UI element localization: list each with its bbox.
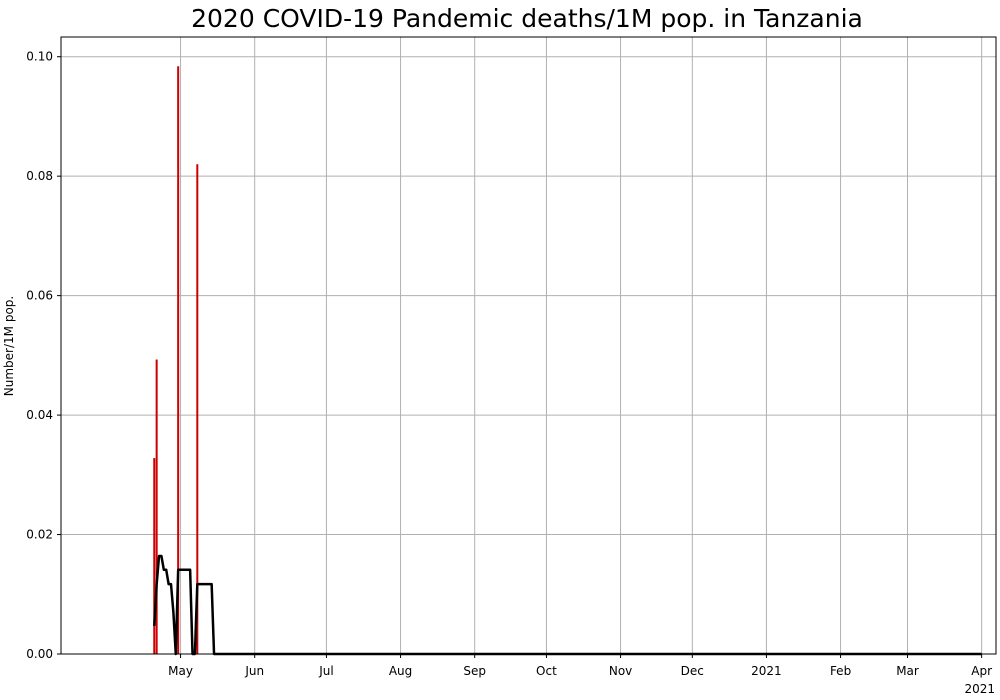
x-axis-offset-label: 2021 — [964, 682, 995, 696]
line-series — [153, 554, 982, 656]
y-tick-label: 0.06 — [26, 289, 53, 303]
x-tick-label: Mar — [896, 664, 919, 678]
x-tick-label: May — [168, 664, 193, 678]
grid — [61, 37, 996, 655]
bar — [196, 164, 199, 654]
x-tick-label: Oct — [536, 664, 557, 678]
x-tick-label: 2021 — [751, 664, 782, 678]
rolling-average-line — [153, 554, 982, 656]
y-tick-label: 0.00 — [26, 647, 53, 661]
x-tick-label: Jul — [318, 664, 333, 678]
x-tick-label: Sep — [463, 664, 486, 678]
y-tick-label: 0.02 — [26, 528, 53, 542]
y-tick-label: 0.08 — [26, 169, 53, 183]
y-tick-label: 0.10 — [26, 50, 53, 64]
x-tick-label: Jun — [244, 664, 264, 678]
chart-title: 2020 COVID-19 Pandemic deaths/1M pop. in… — [191, 4, 863, 33]
axes: 0.00 0.02 0.04 0.06 0.08 0.10 May Jun Jul Aug Sep O… — [26, 36, 997, 678]
plot-frame — [60, 36, 997, 655]
x-tick-label: Nov — [609, 664, 632, 678]
x-tick-label: Feb — [830, 664, 851, 678]
bar — [153, 458, 156, 654]
bar-series — [153, 66, 199, 654]
x-tick-label: Aug — [389, 664, 412, 678]
x-tick-label: Dec — [681, 664, 704, 678]
bar — [155, 359, 158, 654]
y-tick-label: 0.04 — [26, 408, 53, 422]
x-tick-label: Apr — [971, 664, 992, 678]
y-axis-label: Number/1M pop. — [2, 296, 16, 396]
bar — [177, 66, 180, 654]
